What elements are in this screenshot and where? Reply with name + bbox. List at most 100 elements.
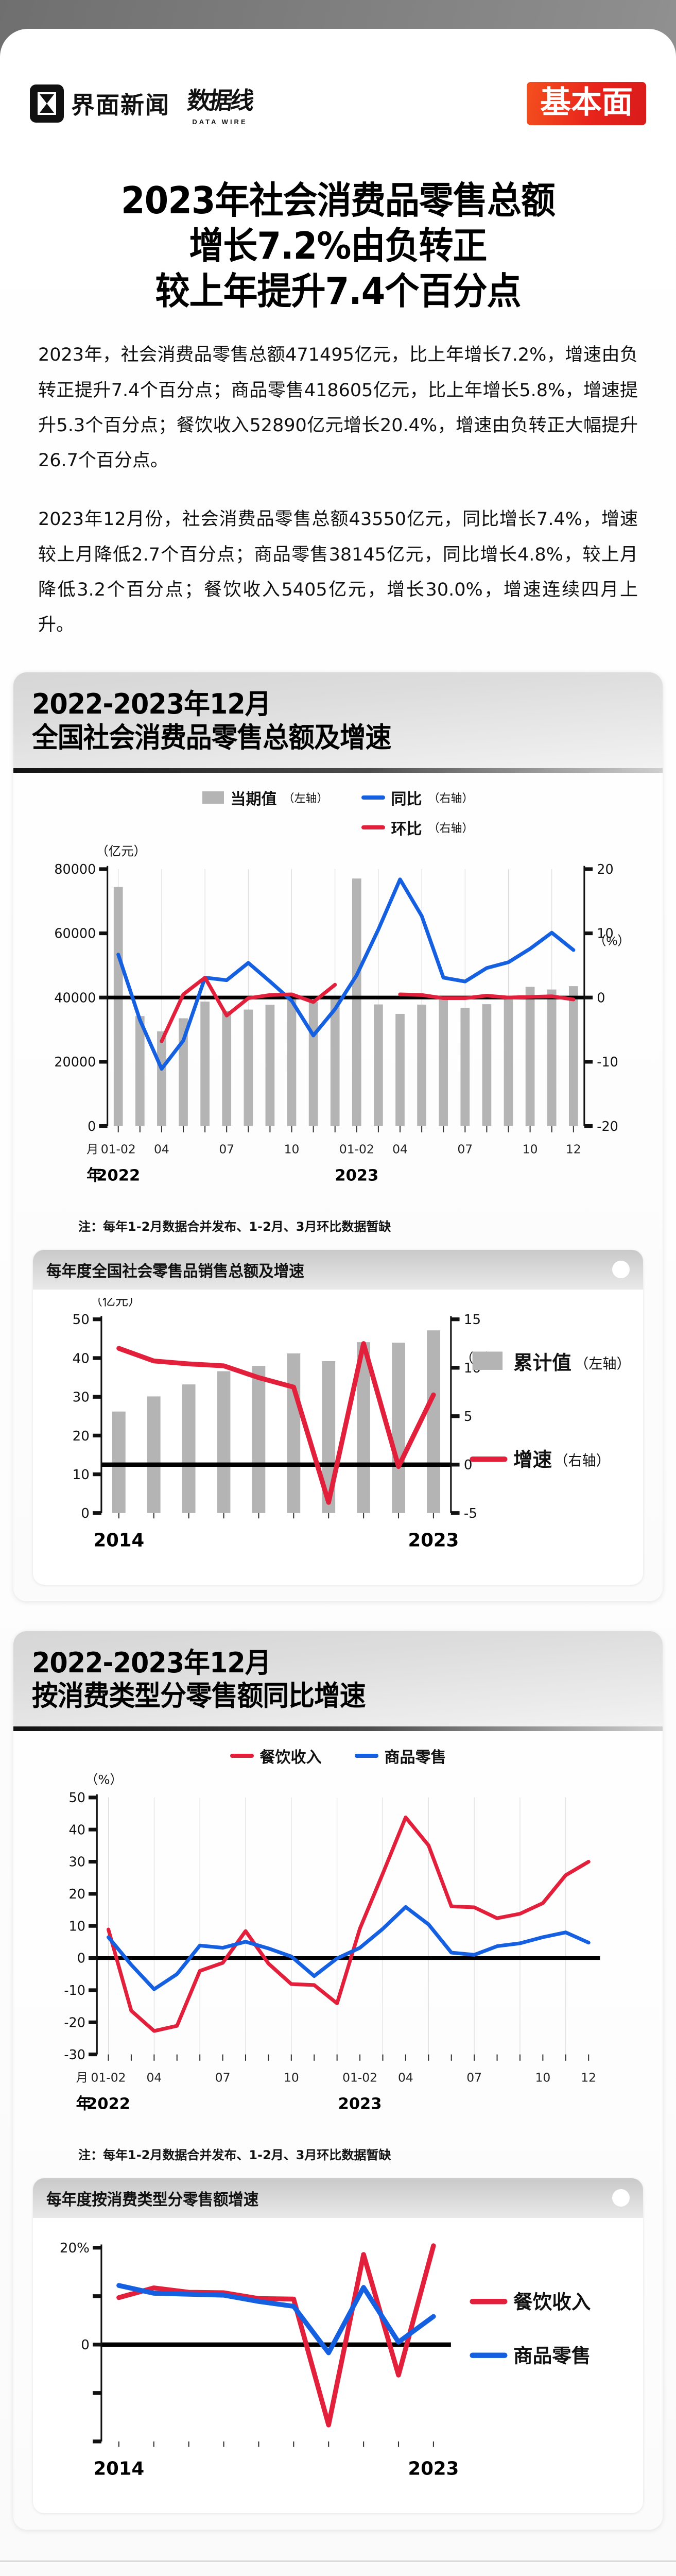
legend-axis: （右轴） (428, 822, 474, 836)
svg-text:0: 0 (88, 1118, 96, 1134)
legend-label: 环比 (391, 820, 422, 839)
svg-text:-10: -10 (64, 1982, 85, 1998)
svg-text:10: 10 (284, 2071, 299, 2085)
svg-text:07: 07 (219, 1142, 234, 1157)
svg-text:04: 04 (154, 1142, 169, 1157)
card2-title-line-1: 2022-2023年12月 (32, 1646, 271, 1679)
chart-by-type-monthly: -30 -20 -10 0 10 20 30 40 50 （%） 01-02 04 07 10 01-02 0… (29, 1771, 647, 2138)
legend-item-goods: 商品零售 (354, 1744, 446, 1767)
chart-by-type-monthly-svg: -30 -20 -10 0 10 20 30 40 50（%） 01-02 04 07 10 01-02 0… (64, 1772, 600, 2113)
svg-text:2023: 2023 (335, 1167, 378, 1185)
card1-title-line-1: 2022-2023年12月 (32, 688, 271, 721)
svg-text:0: 0 (597, 990, 605, 1005)
chart-card-retail-total: 2022-2023年12月 全国社会消费品零售总额及增速 当期值 （左轴） 同比 (13, 672, 663, 1601)
chart-card-by-type: 2022-2023年12月 按消费类型分零售额同比增速 餐饮收入 商品零售 -3… (13, 1631, 663, 2530)
svg-text:10: 10 (73, 1467, 90, 1483)
svg-text:年: 年 (76, 2095, 92, 2113)
svg-text:60000: 60000 (54, 926, 96, 941)
card1-note: 注：每年1-2月数据合并发布、1-2月、3月环比数据暂缺 (78, 1219, 391, 1234)
svg-text:-10: -10 (597, 1054, 618, 1070)
line-swatch-icon (361, 795, 385, 800)
headline: 2023年社会消费品零售总额 增长7.2%由负转正 较上年提升7.4个百分点 (0, 178, 676, 314)
line-swatch-icon (361, 825, 385, 830)
svg-text:2022: 2022 (96, 1167, 140, 1185)
svg-text:增速: 增速 (513, 1448, 552, 1470)
svg-text:07: 07 (466, 2071, 482, 2085)
chart-retail-monthly-svg: 0 20000 40000 60000 80000 -20 -10 0 10 20 （亿元） （%） 0… (54, 844, 630, 1185)
legend-label: 同比 (391, 790, 422, 809)
svg-text:40000: 40000 (54, 990, 96, 1005)
svg-text:0: 0 (77, 1951, 85, 1966)
legend-item-catering: 餐饮收入 (230, 1744, 322, 1767)
jiemian-logo-icon (30, 84, 64, 123)
chart-retail-annual-svg: 01020304050-5051015（亿元）（%）20142023累计值（左轴… (73, 1298, 631, 1551)
subcard2-title: 每年度按消费类型分零售额增速 (46, 2190, 259, 2209)
bar-swatch-icon (202, 791, 224, 804)
svg-text:月: 月 (76, 2071, 88, 2085)
datawire-cn: 数据线 (185, 86, 254, 114)
infographic-sheet: 界面新闻 数据线 DATA WIRE 基本面 2023年社会消费品零售总额 增长… (0, 29, 676, 2576)
subcard2-header: 每年度按消费类型分零售额增速 (33, 2178, 643, 2218)
subchart-card-annual-retail: 每年度全国社会零售品销售总额及增速 0 10 20 30 40 50 -5 0 5 10 15 （亿元… (33, 1249, 643, 1585)
legend-axis: （左轴） (283, 792, 328, 806)
card1-legend: 当期值 （左轴） 同比 （右轴） 环比 （右轴） (29, 786, 647, 839)
svg-text:01-02: 01-02 (339, 1142, 374, 1157)
svg-text:月: 月 (86, 1142, 98, 1157)
svg-text:01-02: 01-02 (91, 2071, 126, 2085)
line-swatch-icon (354, 1754, 378, 1758)
svg-text:01-02: 01-02 (101, 1142, 136, 1157)
paragraph-annual: 2023年，社会消费品零售总额471495亿元，比上年增长7.2%，增速由负转正… (38, 345, 638, 471)
svg-text:07: 07 (215, 2071, 231, 2085)
card2-note: 注：每年1-2月数据合并发布、1-2月、3月环比数据暂缺 (78, 2147, 391, 2162)
series-badge: 基本面 (527, 82, 646, 125)
paragraph-december: 2023年12月份，社会消费品零售总额43550亿元，同比增长7.4%，增速较上… (38, 509, 638, 636)
svg-text:商品零售: 商品零售 (513, 2345, 591, 2366)
legend-label: 餐饮收入 (259, 1749, 322, 1767)
subcard1-body: 01020304050-5051015（亿元）（%）20142023累计值（左轴… (33, 1290, 643, 1585)
svg-text:10: 10 (523, 1142, 538, 1157)
headline-line-3: 较上年提升7.4个百分点 (155, 269, 521, 313)
svg-text:-20: -20 (64, 2015, 85, 2030)
headline-line-2: 增长7.2%由负转正 (189, 224, 487, 267)
svg-text:01-02: 01-02 (342, 2071, 377, 2085)
svg-text:累计值: 累计值 (513, 1351, 571, 1373)
svg-text:30: 30 (69, 1854, 85, 1870)
svg-text:10: 10 (535, 2071, 550, 2085)
subchart-card-annual-by-type: 每年度按消费类型分零售额增速 0 20% 2014 2023 餐饮收入 商品零售 (33, 2178, 643, 2513)
svg-text:07: 07 (457, 1142, 473, 1157)
svg-text:5: 5 (464, 1409, 473, 1425)
svg-text:12: 12 (566, 1142, 581, 1157)
card2-header: 2022-2023年12月 按消费类型分零售额同比增速 (13, 1631, 663, 1727)
subcard1-title: 每年度全国社会零售品销售总额及增速 (46, 1262, 304, 1281)
svg-text:20: 20 (73, 1428, 90, 1444)
card1-header: 2022-2023年12月 全国社会消费品零售总额及增速 (13, 672, 663, 769)
card2-body: 餐饮收入 商品零售 -30 -20 -10 0 10 20 30 40 50 （%） 01-02 04… (13, 1731, 663, 2530)
line-swatch-icon (230, 1754, 254, 1758)
datawire-logo: 数据线 DATA WIRE (185, 82, 254, 126)
svg-text:（%）: （%） (594, 935, 630, 948)
svg-text:04: 04 (398, 2071, 413, 2085)
svg-text:年: 年 (86, 1167, 102, 1185)
legend-item-mom: 环比 （右轴） (361, 816, 474, 839)
outlet-name: 界面新闻 (71, 92, 170, 118)
svg-text:20: 20 (597, 861, 613, 877)
svg-text:2023: 2023 (338, 2095, 382, 2113)
svg-text:（亿元）: （亿元） (96, 844, 146, 859)
svg-text:（右轴）: （右轴） (554, 1452, 610, 1468)
svg-text:0: 0 (464, 1458, 473, 1473)
card1-body: 当期值 （左轴） 同比 （右轴） 环比 （右轴） (13, 773, 663, 1601)
svg-text:2014: 2014 (93, 2458, 144, 2479)
legend-label: 当期值 (230, 790, 277, 809)
svg-text:-30: -30 (64, 2047, 85, 2062)
brand-header: 界面新闻 数据线 DATA WIRE 基本面 (0, 29, 676, 178)
subcard2-body: 0 20% 2014 2023 餐饮收入 商品零售 (33, 2218, 643, 2513)
svg-text:2022: 2022 (86, 2095, 130, 2113)
subcard1-header: 每年度全国社会零售品销售总额及增速 (33, 1249, 643, 1290)
svg-text:20000: 20000 (54, 1054, 96, 1070)
legend-item-yoy: 同比 （右轴） (361, 786, 474, 809)
card2-title-line-2: 按消费类型分零售额同比增速 (32, 1680, 366, 1713)
legend-axis: （右轴） (428, 792, 474, 806)
svg-text:10: 10 (284, 1142, 300, 1157)
card2-rule (13, 1726, 663, 1732)
svg-text:80000: 80000 (54, 861, 96, 877)
